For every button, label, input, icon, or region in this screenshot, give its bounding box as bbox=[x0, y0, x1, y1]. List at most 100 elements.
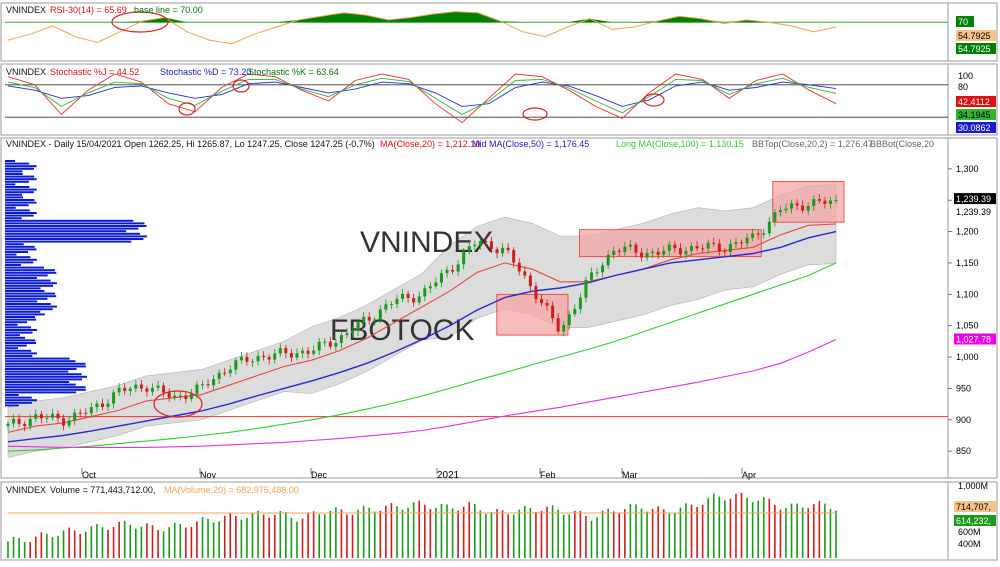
candle-up bbox=[767, 221, 771, 234]
candle-down bbox=[123, 387, 127, 392]
rsi-panel-frame bbox=[0, 2, 998, 62]
candle-down bbox=[62, 418, 66, 426]
candle-down bbox=[673, 244, 677, 249]
candle-down bbox=[712, 242, 716, 244]
candle-up bbox=[428, 286, 432, 289]
volume-profile-bar bbox=[5, 167, 34, 170]
rsi-base-value: 70 bbox=[958, 17, 968, 27]
candle-up bbox=[734, 242, 738, 245]
stochastic-k-line bbox=[7, 77, 837, 116]
highlight-box bbox=[579, 229, 762, 258]
stochastic-circle-highlight bbox=[178, 102, 196, 116]
rsi-line bbox=[7, 11, 837, 45]
candle-down bbox=[162, 385, 166, 393]
bbbot-label: BBBot(Close,20 bbox=[870, 139, 934, 149]
candle-up bbox=[73, 412, 77, 421]
volume-profile-bar bbox=[5, 271, 57, 274]
price-axis-tick-label: 1,000 bbox=[956, 352, 979, 362]
candle-down bbox=[328, 341, 332, 347]
candle-up bbox=[301, 350, 305, 354]
rsi-baseline-label: base line = 70.00 bbox=[134, 5, 203, 15]
candle-down bbox=[817, 199, 821, 201]
volume-value-bg-2 bbox=[954, 515, 996, 526]
month-label: Feb bbox=[540, 470, 556, 480]
candle-down bbox=[451, 269, 455, 272]
price-axis-tick-label: 1,100 bbox=[956, 289, 979, 299]
candle-up bbox=[467, 246, 471, 252]
volume-profile-bar bbox=[5, 378, 83, 381]
price-axis-tick-label: 1,200 bbox=[956, 227, 979, 237]
candle-down bbox=[78, 412, 82, 414]
volume-profile-bar bbox=[5, 342, 36, 344]
candle-up bbox=[339, 335, 343, 344]
candle-down bbox=[39, 414, 43, 419]
candle-up bbox=[150, 387, 154, 392]
candle-up bbox=[812, 199, 816, 207]
ma20-label: MA(Close,20) = 1,212.10 bbox=[380, 139, 480, 149]
candle-up bbox=[273, 353, 277, 360]
stochastic-value-1: 42.4112 bbox=[958, 97, 990, 107]
candle-down bbox=[534, 286, 538, 300]
candle-up bbox=[567, 314, 571, 326]
volume-profile-bar bbox=[5, 180, 29, 183]
price-label-2: 1,239.39 bbox=[956, 207, 991, 217]
volume-profile-bar bbox=[5, 248, 37, 251]
volume-profile-bar bbox=[5, 175, 35, 178]
candle-up bbox=[295, 353, 299, 358]
candle-up bbox=[278, 348, 282, 354]
candle-down bbox=[17, 418, 21, 424]
volume-profile-bar bbox=[5, 344, 27, 347]
volume-profile-bar bbox=[5, 357, 70, 360]
candle-up bbox=[445, 269, 449, 274]
candle-down bbox=[695, 246, 699, 249]
volume-profile-bar bbox=[5, 191, 34, 194]
candle-up bbox=[773, 212, 777, 222]
candle-up bbox=[112, 392, 116, 404]
candle-down bbox=[539, 299, 543, 304]
candle-up bbox=[200, 384, 204, 386]
candle-up bbox=[317, 341, 321, 351]
candle-up bbox=[645, 253, 649, 258]
candle-down bbox=[412, 297, 416, 303]
volume-profile-bar bbox=[5, 186, 30, 188]
price-axis-tick-label: 950 bbox=[956, 383, 971, 393]
volume-value-1: 714,707, bbox=[956, 502, 991, 512]
candle-up bbox=[362, 316, 366, 322]
candle-down bbox=[640, 252, 644, 258]
candle-up bbox=[762, 233, 766, 235]
stochastic-d-line bbox=[7, 81, 837, 107]
stochastic-k-label: Stochastic %K = 63.64 bbox=[248, 67, 339, 77]
candle-up bbox=[12, 418, 16, 424]
candle-down bbox=[634, 244, 638, 253]
price-label-bg-3 bbox=[954, 333, 996, 345]
candle-up bbox=[6, 423, 10, 427]
candle-up bbox=[606, 254, 610, 266]
candle-down bbox=[678, 248, 682, 255]
candle-down bbox=[701, 248, 705, 250]
volume-profile-bar bbox=[5, 310, 41, 313]
candle-up bbox=[156, 385, 160, 388]
rsi-value-2: 54.7925 bbox=[958, 44, 991, 54]
candle-up bbox=[628, 244, 632, 247]
volume-profile-bar bbox=[5, 373, 82, 376]
volume-profile-bar bbox=[5, 300, 38, 303]
stochastic-value-2: 34.1945 bbox=[958, 110, 991, 120]
candle-down bbox=[756, 233, 760, 235]
candle-up bbox=[501, 247, 505, 254]
volume-profile-bar bbox=[5, 251, 29, 253]
price-axis-tick-label: 900 bbox=[956, 415, 971, 425]
candle-down bbox=[523, 271, 527, 276]
ma50-line bbox=[7, 230, 837, 443]
volume-profile-bar bbox=[5, 269, 55, 272]
candle-up bbox=[662, 250, 666, 255]
candle-down bbox=[512, 249, 516, 263]
volume-profile-bar bbox=[5, 303, 51, 305]
candle-up bbox=[778, 210, 782, 213]
candle-up bbox=[89, 407, 93, 414]
candle-up bbox=[234, 360, 238, 370]
candle-up bbox=[473, 244, 477, 247]
volume-profile-bar bbox=[5, 227, 139, 230]
candle-up bbox=[345, 333, 349, 336]
candle-up bbox=[684, 250, 688, 255]
